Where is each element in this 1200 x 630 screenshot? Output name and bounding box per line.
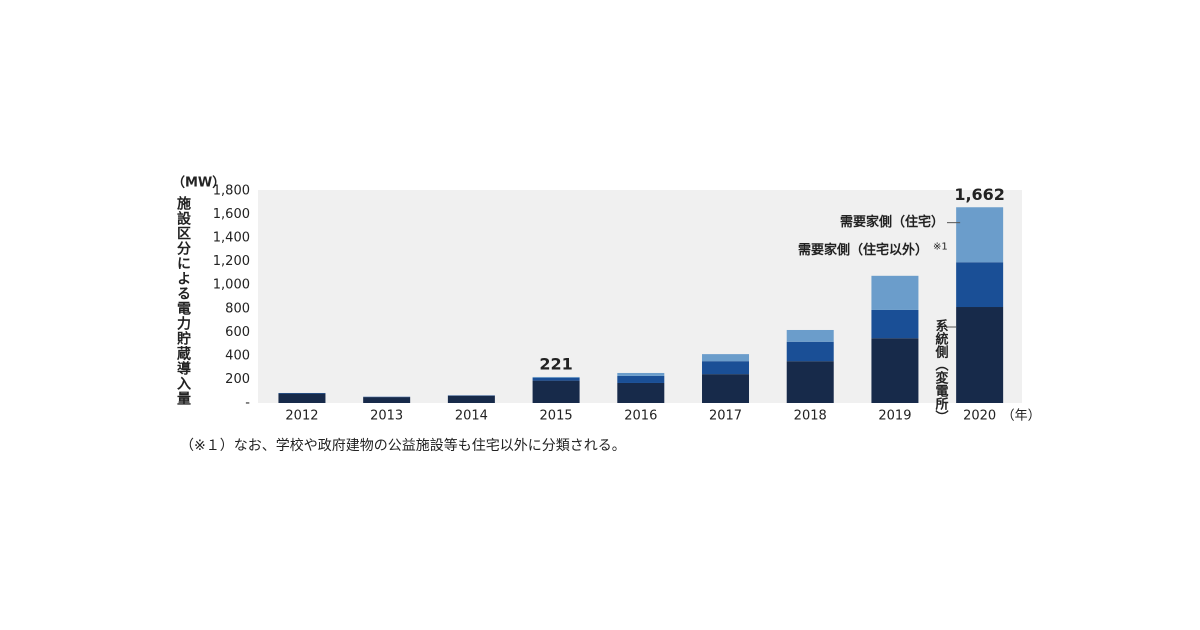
y-tick-label: -: [245, 396, 250, 411]
bar-segment: [532, 380, 580, 403]
bar-segment: [278, 393, 326, 403]
y-tick-label: 1,200: [213, 254, 250, 269]
bar-segment: [617, 375, 665, 383]
series-label: 需要家側（住宅）: [840, 214, 944, 230]
x-tick-label: 2019: [878, 409, 911, 424]
bar-segment: [363, 397, 411, 403]
x-tick-label: 2020: [963, 409, 996, 424]
bar-segment: [871, 275, 919, 310]
y-tick-label: 1,400: [213, 231, 250, 246]
total-label: 1,662: [954, 185, 1005, 204]
x-unit: （年）: [1002, 409, 1041, 424]
bar-segment: [956, 307, 1004, 403]
x-tick-label: 2016: [624, 409, 657, 424]
y-tick-label: 200: [225, 372, 250, 387]
x-tick-label: 2017: [709, 409, 742, 424]
x-tick-label: 2018: [794, 409, 827, 424]
y-axis-title: 施設区分による電力貯蔵導入量: [175, 195, 191, 406]
bar-segment: [956, 262, 1004, 308]
bar-segment: [956, 207, 1004, 263]
series-label: 系統側（変電所）: [933, 318, 950, 423]
series-label: 需要家側（住宅以外）: [798, 242, 928, 258]
x-tick-label: 2014: [455, 409, 488, 424]
y-tick-label: 600: [225, 325, 250, 340]
footnote: （※１）なお、学校や政府建物の公益施設等も住宅以外に分類される。: [180, 437, 626, 454]
bar-segment: [871, 309, 919, 339]
bar-segment: [702, 374, 750, 403]
bar-segment: [532, 376, 580, 378]
bar-segment: [786, 329, 834, 342]
bar-segment: [702, 354, 750, 362]
total-label: 221: [539, 354, 572, 373]
bar-segment: [278, 392, 326, 394]
bar-segment: [447, 395, 495, 403]
x-tick-label: 2012: [285, 409, 318, 424]
bar-segment: [617, 372, 665, 376]
bar-segment: [786, 341, 834, 362]
bar-segment: [702, 361, 750, 375]
y-tick-label: 1,600: [213, 207, 250, 222]
bar-segment: [532, 377, 580, 381]
y-unit: （MW）: [172, 175, 225, 191]
x-tick-label: 2015: [540, 409, 573, 424]
y-tick-label: 1,000: [213, 278, 250, 293]
bar-segment: [871, 338, 919, 403]
bar-segment: [786, 361, 834, 403]
y-tick-label: 800: [225, 301, 250, 316]
note-mark: ※1: [933, 241, 948, 252]
y-tick-label: 1,800: [213, 184, 250, 199]
y-tick-label: 400: [225, 348, 250, 363]
bar-segment: [617, 382, 665, 403]
x-tick-label: 2013: [370, 409, 403, 424]
